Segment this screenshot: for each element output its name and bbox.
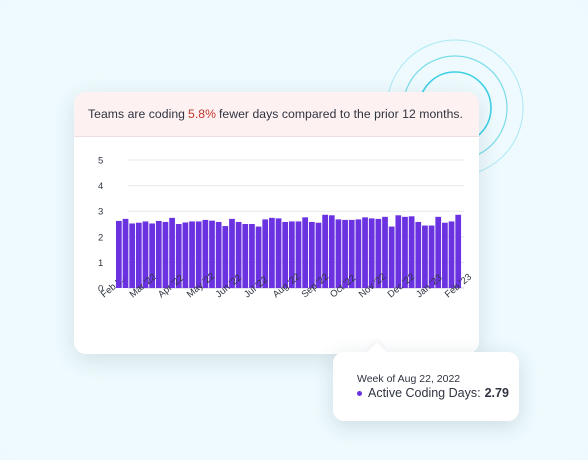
bar[interactable] xyxy=(262,219,269,288)
bar[interactable] xyxy=(229,218,235,288)
bar[interactable] xyxy=(116,220,122,288)
bar[interactable] xyxy=(222,226,229,288)
bar[interactable] xyxy=(242,224,249,288)
bar[interactable] xyxy=(149,223,155,288)
bar[interactable] xyxy=(355,219,362,288)
bar[interactable] xyxy=(348,219,355,288)
tooltip-label: Active Coding Days: xyxy=(368,386,481,400)
y-tick-label: 3 xyxy=(98,207,103,218)
summary-text-after: fewer days compared to the prior 12 mont… xyxy=(218,107,463,121)
bar[interactable] xyxy=(209,220,215,288)
bar[interactable] xyxy=(235,221,242,288)
bar[interactable] xyxy=(362,217,368,288)
bar[interactable] xyxy=(275,218,282,288)
bar[interactable] xyxy=(169,217,175,288)
bar[interactable] xyxy=(162,221,169,288)
y-tick-label: 4 xyxy=(98,181,103,192)
chart-tooltip: Week of Aug 22, 2022 Active Coding Days:… xyxy=(333,352,519,421)
bar[interactable] xyxy=(289,221,295,288)
bar[interactable] xyxy=(422,225,428,288)
bar[interactable] xyxy=(269,217,275,288)
bar[interactable] xyxy=(328,215,335,288)
bar[interactable] xyxy=(182,222,189,288)
chart-card: Teams are coding 5.8% fewer days compare… xyxy=(74,92,479,354)
bar[interactable] xyxy=(189,221,195,288)
y-tick-label: 2 xyxy=(98,232,103,243)
bar[interactable] xyxy=(155,220,162,288)
y-tick-label: 1 xyxy=(98,258,103,269)
bar[interactable] xyxy=(382,216,388,288)
bar[interactable] xyxy=(435,216,442,288)
bar[interactable] xyxy=(308,221,315,288)
tooltip-value-line: Active Coding Days: 2.79 xyxy=(357,386,509,400)
bar[interactable] xyxy=(388,226,395,288)
tooltip-value: 2.79 xyxy=(484,386,509,400)
bar[interactable] xyxy=(375,218,382,288)
bar[interactable] xyxy=(202,219,209,288)
bar[interactable] xyxy=(135,222,142,288)
bar[interactable] xyxy=(428,225,435,288)
bar[interactable] xyxy=(402,216,408,288)
bar[interactable] xyxy=(342,219,348,288)
bar[interactable] xyxy=(255,226,262,288)
bar[interactable] xyxy=(129,223,136,288)
summary-percent: 5.8% xyxy=(188,107,216,121)
bar[interactable] xyxy=(142,221,149,288)
bar[interactable] xyxy=(448,221,455,288)
bar[interactable] xyxy=(175,224,182,288)
y-tick-label: 0 xyxy=(98,284,103,295)
y-tick-label: 5 xyxy=(98,156,103,167)
bar[interactable] xyxy=(215,221,222,288)
bar[interactable] xyxy=(455,214,462,288)
bar[interactable] xyxy=(335,219,342,288)
bar[interactable] xyxy=(315,222,322,288)
bar[interactable] xyxy=(395,215,402,288)
bar[interactable] xyxy=(368,218,375,288)
series-dot-icon xyxy=(357,390,362,396)
bar[interactable] xyxy=(302,217,309,288)
bar[interactable] xyxy=(442,222,448,288)
tooltip-week: Week of Aug 22, 2022 xyxy=(357,373,461,385)
bar[interactable] xyxy=(322,214,328,288)
bar[interactable] xyxy=(415,221,422,288)
bar[interactable] xyxy=(249,224,255,288)
bar[interactable] xyxy=(408,216,415,288)
summary-header: Teams are coding 5.8% fewer days compare… xyxy=(74,92,479,137)
bar[interactable] xyxy=(295,221,302,288)
summary-text-before: Teams are coding xyxy=(88,107,185,121)
bar[interactable] xyxy=(282,221,289,288)
bar[interactable] xyxy=(195,221,202,288)
bar[interactable] xyxy=(122,218,129,288)
